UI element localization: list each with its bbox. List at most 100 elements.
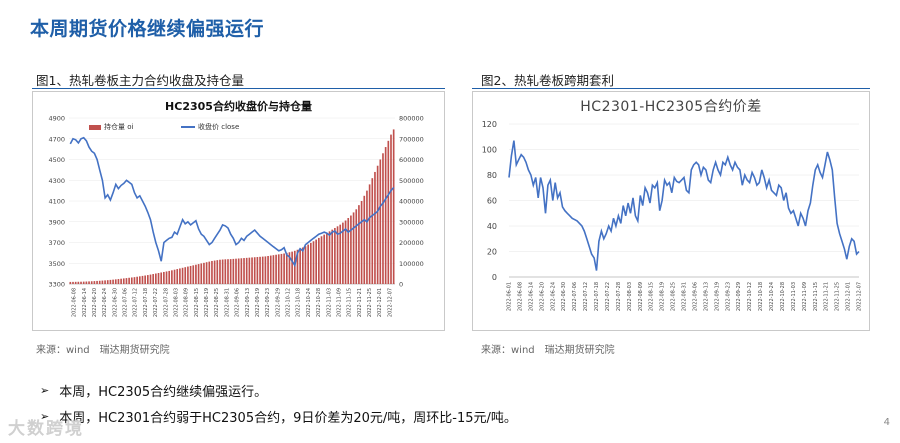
- x-tick-label: 2022-08-19: [660, 282, 666, 311]
- x-tick-label: 2022-08-19: [204, 288, 210, 317]
- y-right-tick-label: 200000: [399, 239, 424, 247]
- oi-bar: [195, 264, 197, 284]
- page-number: 4: [883, 417, 890, 428]
- spread-chart: 0 20 40 60 80 100 120 2022-06-01 2022-06-08 2022-…: [482, 120, 863, 311]
- oi-bar: [267, 255, 269, 284]
- oi-bar: [208, 261, 211, 284]
- x-tick-label: 2022-09-06: [235, 288, 241, 317]
- y-right-tick-label: 0: [399, 281, 403, 289]
- oi-bar: [205, 262, 208, 284]
- legend-oi-label: 持仓量 oi: [104, 123, 134, 131]
- x-tick-label: 2022-10-24: [306, 288, 312, 317]
- oi-bar: [149, 274, 152, 284]
- oi-bar: [216, 260, 219, 284]
- oi-bar: [392, 129, 395, 284]
- bullet-text-2: 本周，HC2301合约弱于HC2305合约，9日价差为20元/吨，周环比-15元…: [59, 411, 517, 426]
- oi-bar: [296, 249, 299, 284]
- oi-bar: [152, 274, 155, 284]
- y-left-tick-label: 3900: [48, 218, 65, 226]
- figure2-source: 来源：wind 瑞达期货研究院: [481, 345, 615, 356]
- oi-bar: [101, 280, 104, 284]
- oi-bar: [80, 281, 82, 284]
- oi-bar: [264, 256, 267, 284]
- x-tick-label: 2022-07-22: [153, 288, 159, 317]
- oi-bar: [315, 239, 318, 284]
- chart1-title: HC2305合约收盘价与持仓量: [165, 100, 312, 113]
- page-title: 本周期货价格继续偏强运行: [30, 18, 265, 40]
- y-tick-label: 100: [482, 146, 497, 155]
- oi-bar: [157, 273, 160, 284]
- y-tick-label: 20: [487, 248, 497, 257]
- x-tick-label: 2022-11-03: [791, 282, 797, 311]
- figure1-caption-rule: [32, 88, 445, 89]
- oi-bar: [350, 215, 352, 284]
- x-tick-label: 2022-07-28: [163, 288, 169, 317]
- oi-bar: [331, 229, 334, 284]
- figure1-source: 来源：wind 瑞达期货研究院: [36, 345, 170, 356]
- bullet-arrow-icon: ➢: [40, 384, 50, 397]
- x-tick-label: 2022-09-23: [265, 288, 271, 317]
- oi-bar: [293, 250, 296, 284]
- oi-bar: [141, 275, 144, 284]
- oi-bar: [187, 266, 189, 284]
- x-tick-label: 2022-08-15: [649, 282, 655, 311]
- oi-bar: [307, 244, 309, 284]
- oi-bar: [240, 258, 243, 284]
- oi-bar: [112, 279, 114, 284]
- x-tick-label: 2022-12-01: [377, 288, 383, 317]
- oi-bar: [90, 281, 93, 284]
- oi-bar: [224, 259, 227, 284]
- x-tick-label: 2022-12-07: [857, 282, 863, 311]
- x-tick-label: 2022-06-30: [561, 282, 567, 311]
- x-tick-label: 2022-07-06: [572, 282, 578, 311]
- close-price-line: [69, 136, 395, 268]
- x-tick-label: 2022-06-14: [82, 288, 88, 317]
- oi-bar: [283, 253, 285, 284]
- x-tick-label: 2022-09-19: [255, 288, 261, 317]
- oi-bar: [382, 153, 384, 284]
- legend-oi-swatch: [89, 124, 101, 130]
- y-left-tick-label: 4100: [48, 198, 65, 206]
- oi-bar: [184, 267, 187, 284]
- oi-bar: [144, 275, 146, 284]
- y-left-tick-label: 3500: [48, 260, 65, 268]
- oi-bar: [291, 251, 293, 284]
- x-tick-label: 2022-11-09: [802, 282, 808, 311]
- y-tick-label: 60: [487, 197, 497, 206]
- oi-bar: [213, 260, 216, 284]
- x-tick-label: 2022-07-18: [594, 282, 600, 311]
- oi-bar: [98, 280, 101, 284]
- oi-bar: [227, 259, 229, 284]
- oi-bar: [192, 265, 195, 284]
- oi-close-chart: 3300 3500 3700 3900 4100 4300 4500 4700 4900 0 100…: [48, 115, 424, 318]
- oi-bar: [328, 231, 331, 284]
- x-tick-label: 2022-11-09: [337, 288, 343, 317]
- spread-line: [508, 140, 860, 271]
- oi-bar: [155, 273, 157, 284]
- oi-bar: [114, 279, 117, 284]
- x-tick-label: 2022-08-25: [671, 282, 677, 311]
- y-right-tick-label: 600000: [399, 156, 424, 164]
- y-right-tick-label: 500000: [399, 177, 424, 185]
- bullet-item-1: ➢ 本周，HC2305合约继续偏强运行。: [40, 381, 267, 400]
- oi-bar: [360, 201, 363, 284]
- x-tick-label: 2022-09-23: [725, 282, 731, 311]
- y-tick-label: 0: [492, 273, 497, 282]
- x-tick-label: 2022-09-13: [703, 282, 709, 311]
- legend-close: 收盘价 close: [181, 122, 239, 132]
- y-tick-label: 80: [487, 171, 497, 180]
- figure1-caption: 图1、热轧卷板主力合约收盘及持仓量: [36, 73, 244, 88]
- oi-bar: [85, 281, 88, 284]
- x-tick-label: 2022-08-31: [682, 282, 688, 311]
- oi-bar: [171, 270, 173, 284]
- chart1-frame: 3300 3500 3700 3900 4100 4300 4500 4700 4900 0 100…: [32, 91, 445, 331]
- oi-bar: [200, 263, 203, 284]
- y-left-tick-label: 4700: [48, 135, 65, 143]
- oi-bar: [104, 280, 106, 284]
- oi-bar: [106, 280, 109, 284]
- x-tick-label: 2022-12-07: [387, 288, 393, 317]
- oi-bar: [277, 254, 280, 284]
- x-tick-label: 2022-06-24: [102, 288, 108, 317]
- x-tick-label: 2022-07-06: [123, 288, 129, 317]
- y-left-tick-label: 4500: [48, 156, 65, 164]
